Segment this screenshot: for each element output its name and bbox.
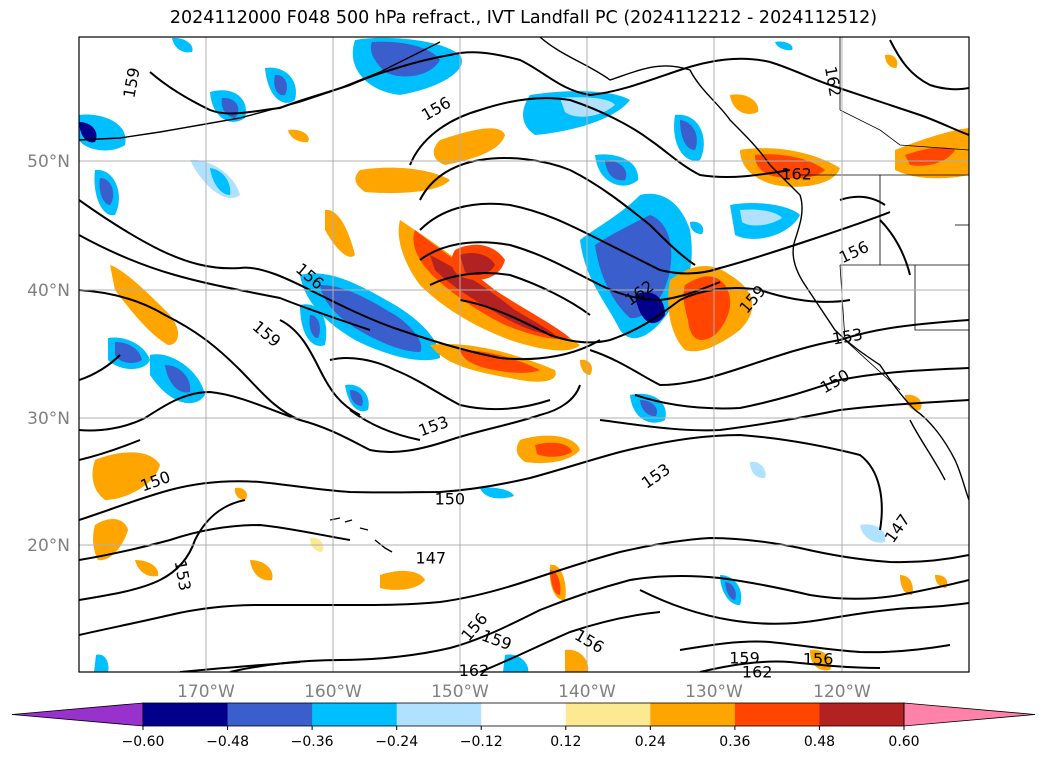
lon-label: 150°W [431, 682, 489, 702]
lon-label: 140°W [558, 682, 616, 702]
colorbar-segment [312, 703, 398, 726]
contour-label: 156 [803, 650, 834, 669]
colorbar-extend-low [11, 702, 144, 727]
colorbar-tick-label: 0.24 [635, 734, 666, 750]
colorbar-extend-high [903, 702, 1036, 727]
colorbar-tick-label: −0.36 [291, 734, 334, 750]
colorbar-tick-label: 0.48 [804, 734, 835, 750]
map-title: 2024112000 F048 500 hPa refract., IVT La… [169, 8, 878, 28]
coastlines [79, 37, 969, 553]
colorbar-segment [819, 703, 905, 726]
colorbar-segment [650, 703, 736, 726]
colorbar-tick-label: −0.24 [375, 734, 418, 750]
lat-label: 40°N [27, 281, 70, 301]
contour-label: 159 [729, 648, 760, 667]
lon-label: 120°W [813, 682, 871, 702]
colorbar-segment [734, 703, 820, 726]
contour-label: 150 [435, 490, 466, 509]
lat-label: 20°N [27, 536, 70, 556]
lon-label: 130°W [685, 682, 743, 702]
colorbar-frame [142, 702, 905, 727]
colorbar-segment [481, 703, 567, 726]
colorbar-segment [565, 703, 651, 726]
gridlines [79, 37, 969, 672]
latitude-labels: 50°N 40°N 30°N 20°N [27, 152, 70, 556]
lon-label: 160°W [304, 682, 362, 702]
plot-area [79, 37, 969, 672]
colorbar-tick-label: 0.36 [719, 734, 750, 750]
colorbar-segment [143, 703, 229, 726]
colorbar-segment [227, 703, 313, 726]
lat-label: 30°N [27, 409, 70, 429]
lon-label: 170°W [177, 682, 235, 702]
height-contours [79, 39, 969, 672]
anomaly-shading [79, 37, 969, 672]
colorbar-segment [396, 703, 482, 726]
plot-frame [78, 36, 970, 673]
lat-label: 50°N [27, 152, 70, 172]
colorbar-tick-label: 0.60 [888, 734, 919, 750]
colorbar-tick-label: −0.60 [122, 734, 165, 750]
colorbar-tick-label: −0.12 [460, 734, 503, 750]
colorbar-tick-label: 0.12 [550, 734, 581, 750]
contour-label: 162 [459, 661, 490, 680]
longitude-labels: 170°W 160°W 150°W 140°W 130°W 120°W [177, 682, 871, 702]
colorbar: −0.60 −0.48 −0.36 −0.24 −0.12 0.12 0.24 0.36 0.4… [11, 702, 1036, 750]
contour-label: 147 [416, 549, 447, 568]
colorbar-tick-label: −0.48 [206, 734, 249, 750]
contour-label: 162 [781, 165, 812, 184]
